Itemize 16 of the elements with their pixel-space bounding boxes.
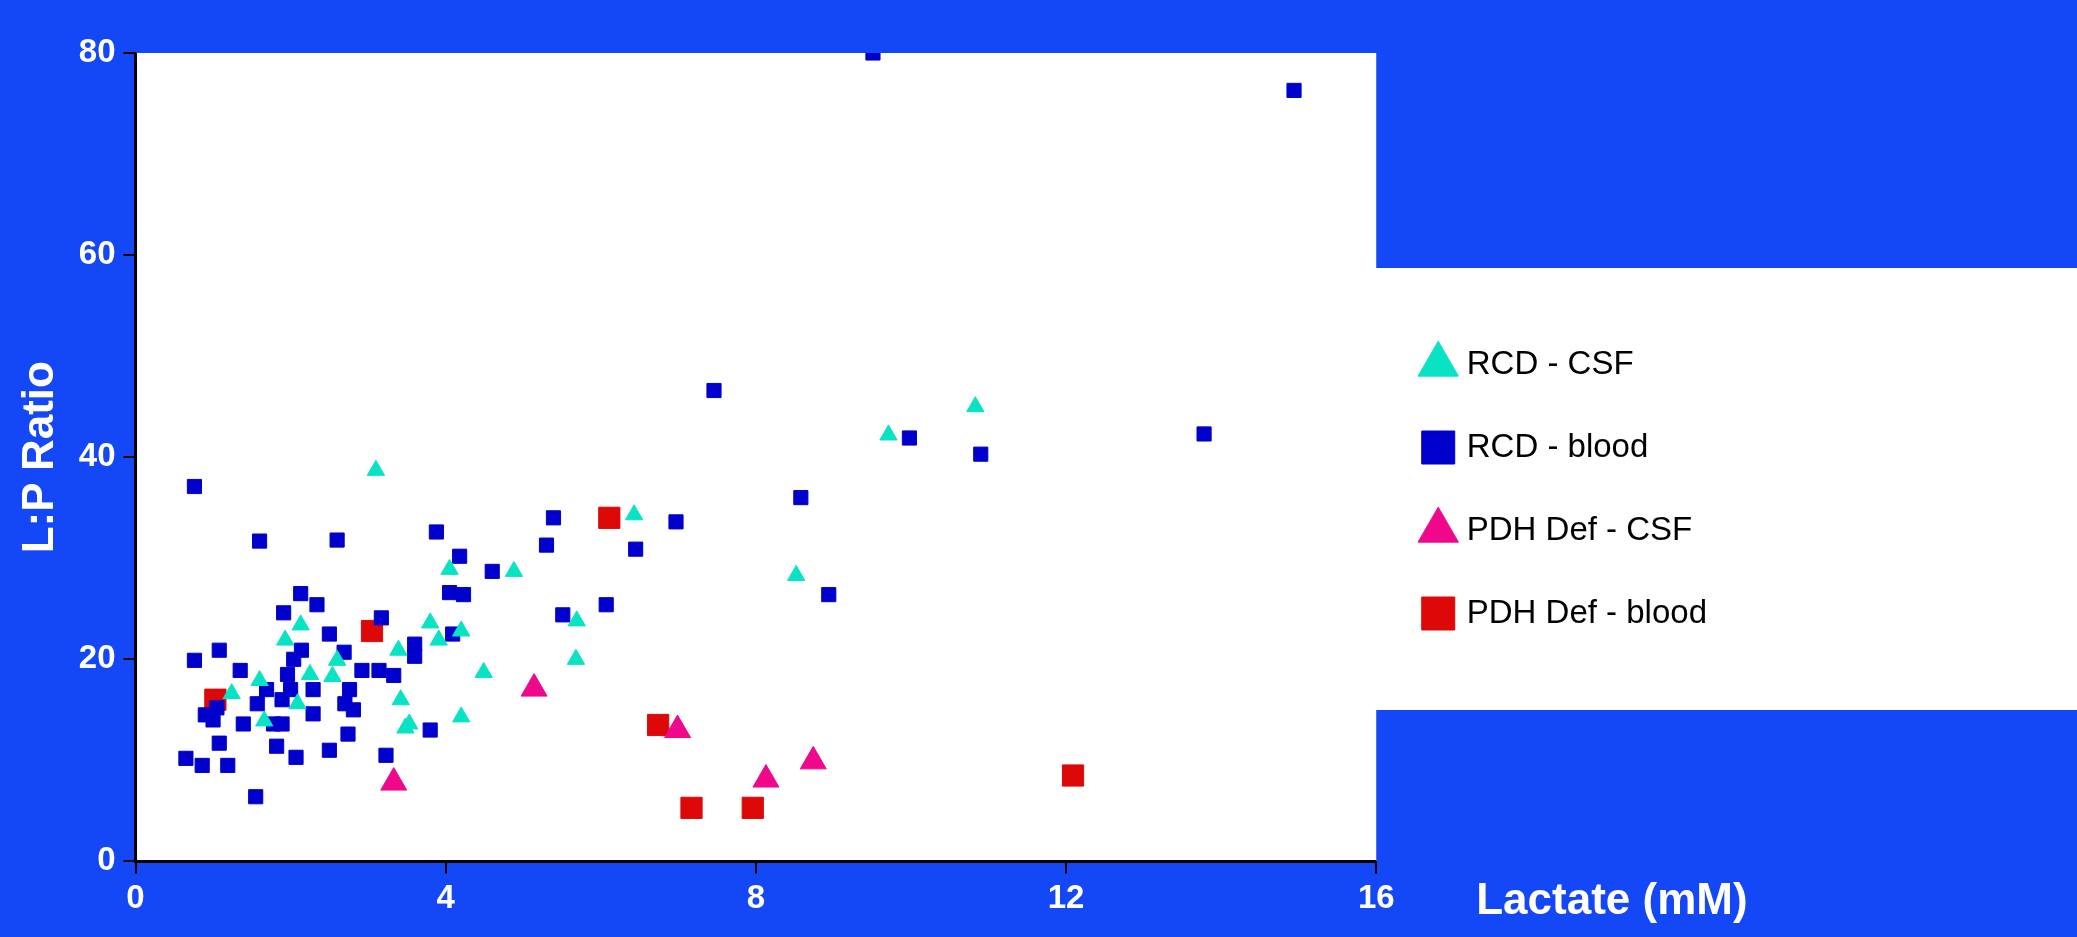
y-tick-label: 20 <box>78 638 116 676</box>
legend-label: RCD - blood <box>1466 426 1649 464</box>
x-axis-title: Lactate (mM) <box>1476 873 1748 923</box>
legend-label: RCD - CSF <box>1466 343 1634 381</box>
y-tick-label: 60 <box>78 234 116 272</box>
y-tick-label: 0 <box>97 840 116 878</box>
y-axis-title: L:P Ratio <box>12 361 62 554</box>
x-tick-label: 16 <box>1357 878 1395 916</box>
x-tick-label: 8 <box>746 878 766 916</box>
legend-label: PDH Def - CSF <box>1466 509 1693 547</box>
x-tick-label: 12 <box>1047 878 1085 916</box>
x-tick-label: 4 <box>436 878 456 916</box>
y-tick-label: 40 <box>78 436 116 474</box>
y-tick-label: 80 <box>78 32 116 70</box>
legend-label: PDH Def - blood <box>1466 592 1707 630</box>
x-tick-label: 0 <box>126 878 145 916</box>
